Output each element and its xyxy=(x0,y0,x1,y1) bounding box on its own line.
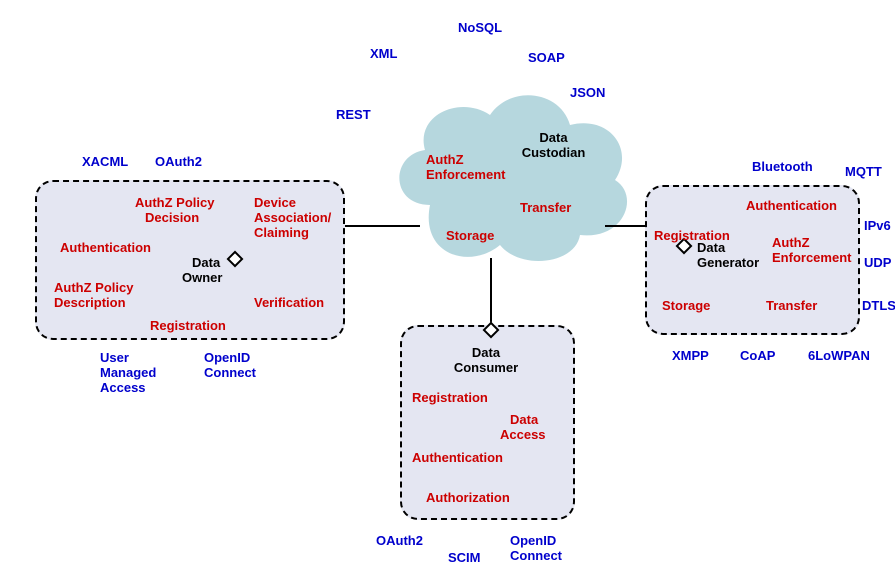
label-xacml: XACML xyxy=(82,154,128,169)
label-authz-enf2-gen: Enforcement xyxy=(772,250,851,265)
label-data-custodian1: Data xyxy=(516,130,591,145)
label-openid1-consumer: OpenID xyxy=(510,533,556,548)
label-storage-gen: Storage xyxy=(662,298,710,313)
label-bluetooth: Bluetooth xyxy=(752,159,813,174)
label-mqtt: MQTT xyxy=(845,164,882,179)
label-soap: SOAP xyxy=(528,50,565,65)
label-data-generator2: Generator xyxy=(697,255,759,270)
label-data-consumer1: Data xyxy=(446,345,526,360)
label-data-access1: Data xyxy=(510,412,538,427)
label-dtls: DTLS xyxy=(862,298,895,313)
label-authz-pdesc2: Description xyxy=(54,295,126,310)
label-auth-gen: Authentication xyxy=(746,198,837,213)
connector-cloud-generator xyxy=(605,225,645,227)
label-auth-owner: Authentication xyxy=(60,240,151,255)
label-uma3: Access xyxy=(100,380,146,395)
label-openid2-owner: Connect xyxy=(204,365,256,380)
label-data-consumer2: Consumer xyxy=(446,360,526,375)
label-oauth2-consumer: OAuth2 xyxy=(376,533,423,548)
label-authz-enf1-cloud: AuthZ xyxy=(426,152,464,167)
label-reg-owner: Registration xyxy=(150,318,226,333)
label-rest: REST xyxy=(336,107,371,122)
label-openid2-consumer: Connect xyxy=(510,548,562,563)
label-authz-pd1: AuthZ Policy xyxy=(135,195,214,210)
label-coap: CoAP xyxy=(740,348,775,363)
label-verification: Verification xyxy=(254,295,324,310)
label-data-access2: Access xyxy=(500,427,546,442)
label-data-custodian2: Custodian xyxy=(516,145,591,160)
label-uma1: User xyxy=(100,350,129,365)
label-openid1-owner: OpenID xyxy=(204,350,250,365)
label-udp: UDP xyxy=(864,255,891,270)
label-data-owner2: Owner xyxy=(182,270,222,285)
data-custodian-cloud xyxy=(380,75,640,275)
label-authz-pdesc1: AuthZ Policy xyxy=(54,280,133,295)
label-json: JSON xyxy=(570,85,605,100)
label-xml: XML xyxy=(370,46,397,61)
label-oauth2-owner: OAuth2 xyxy=(155,154,202,169)
label-uma2: Managed xyxy=(100,365,156,380)
label-transfer-gen: Transfer xyxy=(766,298,817,313)
label-6lowpan: 6LoWPAN xyxy=(808,348,870,363)
label-authz-pd2: Decision xyxy=(145,210,199,225)
label-reg-consumer: Registration xyxy=(412,390,488,405)
label-scim: SCIM xyxy=(448,550,481,565)
label-transfer-cloud: Transfer xyxy=(520,200,571,215)
label-reg-gen: Registration xyxy=(654,228,730,243)
label-device3: Claiming xyxy=(254,225,309,240)
connector-owner-cloud xyxy=(345,225,420,227)
label-storage-cloud: Storage xyxy=(446,228,494,243)
label-data-owner1: Data xyxy=(192,255,220,270)
label-device2: Association/ xyxy=(254,210,331,225)
label-authz-enf2-cloud: Enforcement xyxy=(426,167,505,182)
label-ipv6: IPv6 xyxy=(864,218,891,233)
label-authz-enf1-gen: AuthZ xyxy=(772,235,810,250)
label-authorization: Authorization xyxy=(426,490,510,505)
connector-cloud-consumer xyxy=(490,258,492,326)
label-xmpp: XMPP xyxy=(672,348,709,363)
label-nosql: NoSQL xyxy=(458,20,502,35)
label-auth-consumer: Authentication xyxy=(412,450,503,465)
label-device1: Device xyxy=(254,195,296,210)
